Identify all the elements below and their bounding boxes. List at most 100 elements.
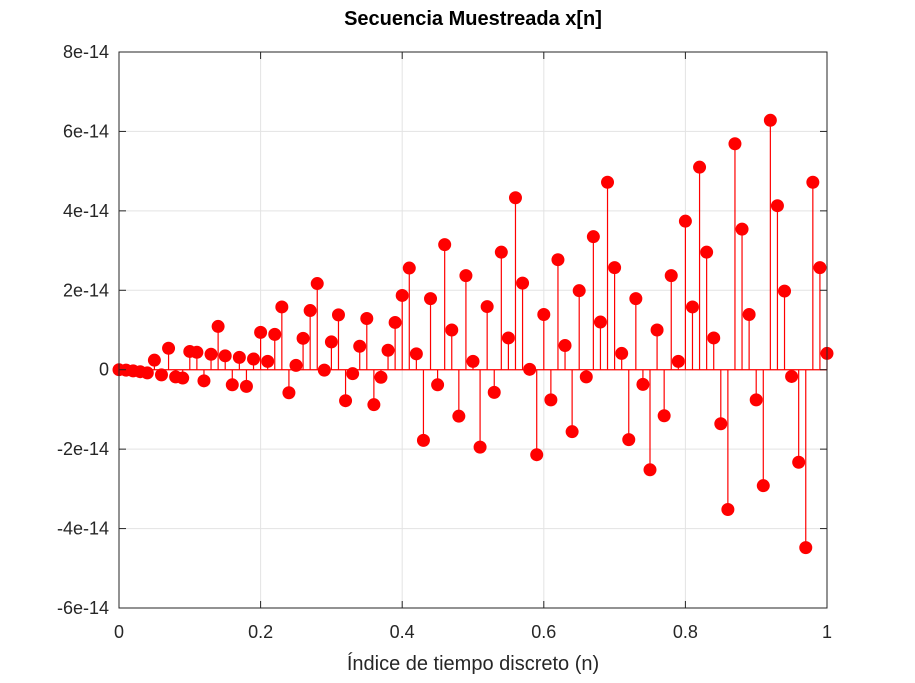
stem-marker [395,288,409,302]
stem-marker [501,331,515,345]
stem-marker [763,113,777,127]
y-tick-label: -6e-14 [57,598,109,618]
stem-marker [778,284,792,298]
stem-marker [593,315,607,329]
x-axis-label: Índice de tiempo discreto (n) [347,652,599,675]
stem-marker [565,425,579,439]
stem-marker [721,503,735,517]
x-tick-label: 0.8 [673,622,698,642]
stem-marker [409,347,423,361]
stem-marker [530,448,544,462]
stem-marker [480,300,494,314]
stem-marker [579,370,593,384]
stem-marker [558,338,572,352]
stem-marker [685,300,699,314]
stem-marker [657,409,671,423]
stem-marker [431,378,445,392]
stem-marker [254,325,268,339]
stem-marker [622,433,636,447]
stem-marker [586,230,600,244]
stem-marker [275,300,289,314]
stem-marker [516,276,530,290]
stem-marker [650,323,664,337]
stem-marker [261,354,275,368]
stem-marker [700,245,714,259]
stem-marker [806,175,820,189]
stem-marker [402,261,416,275]
stem-marker [551,253,565,267]
stem-marker [636,377,650,391]
stem-marker [204,347,218,361]
y-tick-label: 6e-14 [63,121,109,141]
y-tick-label: 2e-14 [63,280,109,300]
stem-marker [473,440,487,454]
stem-marker [310,277,324,291]
stem-marker [728,137,742,151]
ticks: 0 0.2 0.4 0.6 0.8 1 -6e-14 -4e-14 -2e-14 0 2e-14 4e… [57,42,832,642]
stem-marker [239,379,253,393]
stem-marker [247,352,261,366]
stem-marker [381,343,395,357]
stem-marker [459,269,473,283]
stem-marker [799,541,813,555]
stem-marker [615,346,629,360]
stem-marker [317,363,331,377]
plot-area [119,52,827,608]
stem-marker [523,362,537,376]
x-tick-label: 0.4 [390,622,415,642]
stem-marker [147,353,161,367]
stem-marker [494,245,508,259]
stem-marker [162,341,176,355]
stem-marker [424,292,438,306]
stem-marker [176,371,190,385]
stem-marker [749,393,763,407]
axes-box [118,51,828,609]
x-tick-label: 0.2 [248,622,273,642]
stem-marker [353,339,367,353]
stem-marker [211,319,225,333]
x-tick-label: 0.6 [531,622,556,642]
stem-marker [643,463,657,477]
stem-marker [374,370,388,384]
stem-marker [742,308,756,322]
stem-marker [367,398,381,412]
stem-marker [416,433,430,447]
stem-marker [197,374,211,388]
y-tick-label: -4e-14 [57,519,109,539]
stem-marker [707,331,721,345]
stem-marker [487,385,501,399]
chart-title: Secuencia Muestreada x[n] [344,8,602,30]
stem-marker [785,369,799,383]
stem-marker [331,308,345,322]
y-tick-label: 0 [99,360,109,380]
stem-marker [190,345,204,359]
stem-marker [282,386,296,400]
stem-marker [289,358,303,372]
stem-marker [296,331,310,345]
stem-marker [466,354,480,368]
stem-marker [508,191,522,205]
y-tick-label: -2e-14 [57,439,109,459]
markers [112,113,834,555]
stem-marker [572,284,586,298]
stem-marker [608,261,622,275]
x-tick-label: 0 [114,622,124,642]
stem-marker [388,315,402,329]
stem-marker [303,304,317,318]
stem-marker [693,160,707,174]
stem-marker [629,292,643,306]
stem-marker [438,238,452,252]
stem-marker [154,368,168,382]
stem-marker [225,378,239,392]
y-tick-label: 8e-14 [63,42,109,62]
stem-marker [770,199,784,213]
stem-marker [360,311,374,325]
stem-marker [664,269,678,283]
stem-marker [678,214,692,228]
y-tick-label: 4e-14 [63,201,109,221]
stem-marker [756,479,770,493]
stem-marker [544,393,558,407]
stem-marker [445,323,459,337]
stem-marker [232,350,246,364]
